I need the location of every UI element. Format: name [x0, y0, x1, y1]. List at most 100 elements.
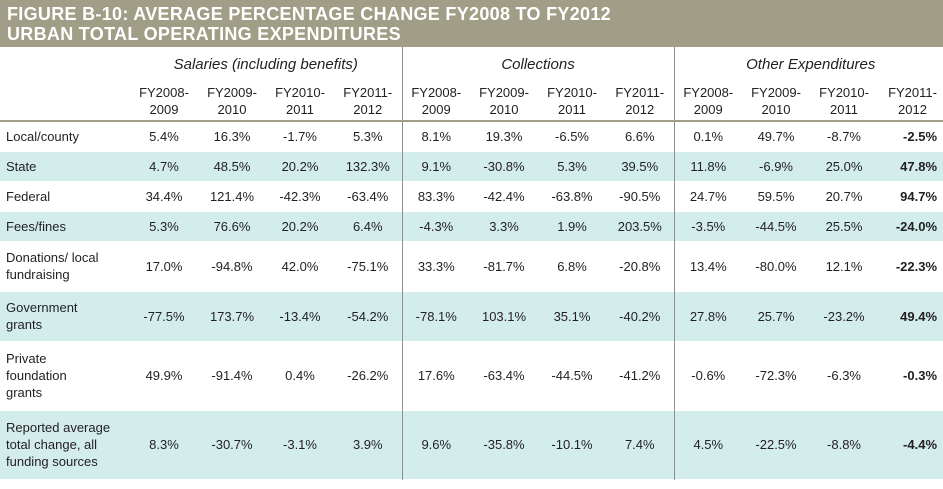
value-cell: 8.3%	[130, 410, 198, 479]
year-header: FY2010- 2011	[538, 81, 606, 121]
group-header-other: Other Expenditures	[673, 47, 943, 81]
year-header: FY2010- 2011	[266, 81, 334, 121]
row-label: Federal	[6, 188, 51, 204]
value-cell: -20.8%	[619, 258, 661, 274]
year-header-end: 2011	[286, 101, 314, 117]
value-cell: -63.4%	[483, 368, 525, 383]
value-cell: 203.5%	[606, 211, 675, 241]
value-cell: -26.2%	[347, 368, 389, 383]
table-row: Reported average total change, all funding…	[0, 410, 943, 479]
year-header: FY2009- 2010	[742, 81, 810, 121]
value-cell: -23.2%	[810, 291, 879, 341]
value-cell: 42.0%	[281, 258, 319, 274]
value-cell: 4.5%	[673, 410, 743, 479]
value-cell: -90.5%	[619, 188, 661, 204]
year-header: FY2011- 2012	[334, 81, 402, 121]
value-cell: 83.3%	[401, 181, 471, 211]
value-cell: 121.4%	[209, 188, 255, 204]
table-row: Donations/ local fundraising 17.0% -94.8% 42…	[0, 241, 943, 291]
year-header: FY2009- 2010	[470, 81, 538, 121]
table-body: Local/county 5.4% 16.3% -1.7% 5.3% 8.1% 19.3% -…	[0, 121, 943, 479]
value-cell: 34.4%	[145, 188, 183, 204]
value-cell: -42.3%	[279, 188, 321, 204]
value-cell: 9.6%	[401, 410, 471, 479]
year-header-end: 2010	[489, 101, 519, 117]
value-cell: -75.1%	[347, 258, 389, 274]
year-header: FY2010- 2011	[810, 81, 878, 121]
value-cell: 5.3%	[130, 211, 198, 241]
value-cell: 20.2%	[266, 211, 334, 241]
value-cell: -30.8%	[470, 151, 539, 181]
value-cell: -78.1%	[401, 291, 471, 341]
value-cell: 20.7%	[825, 188, 863, 204]
value-cell: -0.6%	[673, 341, 743, 410]
value-cell: 49.9%	[145, 368, 183, 383]
row-label: State	[0, 151, 130, 181]
value-cell: 47.8%	[878, 151, 943, 181]
row-label-line: funding sources	[6, 454, 98, 469]
value-cell: 3.9%	[334, 410, 403, 479]
value-cell: 0.1%	[673, 121, 743, 151]
value-cell: -3.5%	[673, 211, 743, 241]
value-cell: -6.9%	[742, 151, 811, 181]
year-header-end: 2010	[761, 101, 791, 117]
value-cell: 1.9%	[538, 211, 607, 241]
value-cell: 8.1%	[401, 121, 471, 151]
value-cell: -94.8%	[211, 258, 253, 274]
value-cell: 25.5%	[810, 211, 879, 241]
value-cell: 11.8%	[673, 151, 743, 181]
value-cell: 0.4%	[285, 368, 315, 383]
year-header-start: FY2009-	[751, 84, 801, 100]
value-cell: -80.0%	[755, 258, 797, 274]
value-cell: 49.7%	[757, 128, 795, 144]
value-cell: -6.3%	[827, 368, 861, 383]
value-cell: 103.1%	[470, 291, 539, 341]
value-cell: 7.4%	[606, 410, 675, 479]
value-cell: -63.4%	[347, 188, 389, 204]
value-cell: -10.1%	[538, 410, 607, 479]
value-cell: 17.6%	[401, 341, 471, 410]
value-cell: -44.5%	[551, 368, 593, 383]
value-cell: -72.3%	[755, 368, 797, 383]
year-header-start: FY2008-	[139, 84, 189, 100]
row-label-line: fundraising	[6, 267, 70, 282]
value-cell: 173.7%	[198, 291, 266, 341]
value-cell: 5.3%	[352, 128, 383, 144]
year-header-start: FY2011-	[888, 84, 937, 100]
row-label-line: foundation	[6, 368, 67, 383]
title-line-1: FIGURE B-10: AVERAGE PERCENTAGE CHANGE F…	[7, 4, 611, 24]
year-header: FY2008- 2009	[130, 81, 198, 121]
value-cell: 24.7%	[673, 181, 743, 211]
table-row: Federal 34.4% 121.4% -42.3% -63.4% 83.3% -42.4…	[0, 181, 943, 211]
row-label-line: Government	[6, 300, 78, 315]
year-header: FY2009- 2010	[198, 81, 266, 121]
group-header-salaries: Salaries (including benefits)	[173, 55, 358, 73]
row-label-line: Donations/ local	[6, 250, 99, 265]
year-header-start: FY2011-	[615, 84, 665, 100]
value-cell: -54.2%	[334, 291, 403, 341]
value-cell: 132.3%	[334, 151, 403, 181]
value-cell: 17.0%	[145, 258, 183, 274]
year-header: FY2008- 2009	[673, 81, 743, 121]
value-cell: 16.3%	[213, 128, 251, 144]
year-header-end: 2009	[421, 101, 451, 117]
group-header-row: Salaries (including benefits) Collection…	[0, 47, 943, 81]
value-cell: -81.7%	[483, 258, 525, 274]
row-label: Private foundation grants	[0, 341, 130, 410]
value-cell: -13.4%	[266, 291, 334, 341]
value-cell: 5.3%	[538, 151, 607, 181]
table-row: Private foundation grants 49.9% -91.4% 0.4% -2…	[0, 341, 943, 410]
value-cell: 25.0%	[810, 151, 879, 181]
value-cell: -22.3%	[895, 258, 938, 274]
value-cell: 3.3%	[470, 211, 539, 241]
year-header: FY2008- 2009	[401, 81, 471, 121]
year-header-end: 2012	[625, 101, 655, 117]
value-cell: 9.1%	[401, 151, 471, 181]
value-cell: -35.8%	[470, 410, 539, 479]
value-cell: -8.7%	[827, 128, 861, 144]
corner-cell	[0, 81, 130, 121]
value-cell: 76.6%	[198, 211, 266, 241]
year-header-end: 2011	[558, 101, 586, 117]
value-cell: -8.8%	[810, 410, 879, 479]
